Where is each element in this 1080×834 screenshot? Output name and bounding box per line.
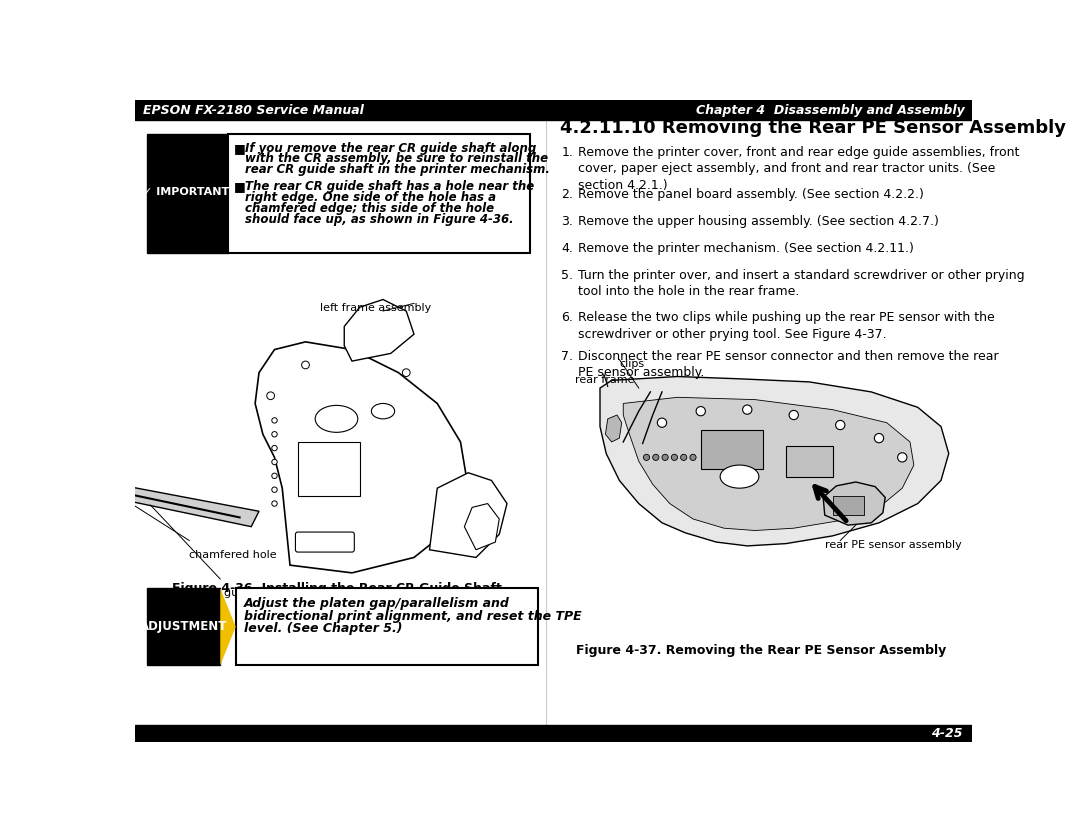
FancyBboxPatch shape: [296, 532, 354, 552]
Circle shape: [272, 473, 278, 479]
Polygon shape: [606, 415, 622, 442]
Text: 5.: 5.: [562, 269, 573, 282]
Text: 6.: 6.: [562, 311, 573, 324]
Text: Figure 4-37. Removing the Rear PE Sensor Assembly: Figure 4-37. Removing the Rear PE Sensor…: [576, 644, 946, 656]
Polygon shape: [96, 480, 259, 526]
Circle shape: [836, 420, 845, 430]
Text: 7.: 7.: [562, 349, 573, 363]
Text: rear frame: rear frame: [576, 375, 635, 385]
Text: CR guide shaft: CR guide shaft: [205, 588, 286, 598]
Bar: [298, 442, 360, 496]
Text: Release the two clips while pushing up the rear PE sensor with the
screwdriver o: Release the two clips while pushing up t…: [578, 311, 995, 340]
Polygon shape: [345, 299, 414, 361]
Text: 2.: 2.: [562, 188, 573, 201]
Bar: [135, 100, 972, 120]
Circle shape: [90, 485, 95, 489]
Polygon shape: [600, 376, 948, 546]
Text: Remove the printer cover, front and rear edge guide assemblies, front
cover, pap: Remove the printer cover, front and rear…: [578, 145, 1020, 192]
Bar: [833, 496, 864, 515]
Circle shape: [897, 453, 907, 462]
Text: with the CR assembly, be sure to reinstall the: with the CR assembly, be sure to reinsta…: [245, 153, 549, 165]
Polygon shape: [220, 588, 235, 666]
Text: Remove the panel board assembly. (See section 4.2.2.): Remove the panel board assembly. (See se…: [578, 188, 924, 201]
Circle shape: [79, 473, 106, 500]
Circle shape: [403, 369, 410, 376]
Text: rear CR guide shaft in the printer mechanism.: rear CR guide shaft in the printer mecha…: [245, 163, 550, 176]
Text: Chapter 4  Disassembly and Assembly: Chapter 4 Disassembly and Assembly: [696, 103, 964, 117]
Text: Disconnect the rear PE sensor connector and then remove the rear
PE sensor assem: Disconnect the rear PE sensor connector …: [578, 349, 999, 379]
Circle shape: [672, 455, 677, 460]
Circle shape: [272, 487, 278, 492]
Polygon shape: [464, 504, 499, 550]
Text: rear PE sensor assembly: rear PE sensor assembly: [825, 540, 961, 550]
Text: should face up, as shown in Figure 4-36.: should face up, as shown in Figure 4-36.: [245, 213, 514, 225]
Text: EPSON FX-2180 Service Manual: EPSON FX-2180 Service Manual: [143, 103, 364, 117]
Ellipse shape: [372, 404, 394, 419]
Text: 1.: 1.: [562, 145, 573, 158]
Bar: [701, 430, 762, 469]
Polygon shape: [623, 397, 914, 530]
Text: left frame assembly: left frame assembly: [320, 304, 431, 314]
Ellipse shape: [315, 405, 357, 432]
Bar: [135, 726, 972, 742]
Circle shape: [272, 501, 278, 506]
Circle shape: [690, 455, 697, 460]
Polygon shape: [430, 473, 507, 557]
Text: The rear CR guide shaft has a hole near the: The rear CR guide shaft has a hole near …: [245, 180, 535, 193]
Polygon shape: [823, 482, 886, 525]
Circle shape: [301, 361, 309, 369]
Circle shape: [644, 455, 649, 460]
Circle shape: [697, 406, 705, 416]
Text: ■: ■: [234, 180, 246, 193]
Bar: [228, 134, 530, 254]
Text: Turn the printer over, and insert a standard screwdriver or other prying
tool in: Turn the printer over, and insert a stan…: [578, 269, 1025, 299]
Text: 4.: 4.: [562, 242, 573, 254]
Text: Figure 4-36. Installing the Rear CR Guide Shaft: Figure 4-36. Installing the Rear CR Guid…: [172, 582, 501, 595]
Bar: [147, 588, 220, 666]
Circle shape: [652, 455, 659, 460]
Circle shape: [658, 418, 666, 427]
Circle shape: [272, 418, 278, 423]
Text: If you remove the rear CR guide shaft along: If you remove the rear CR guide shaft al…: [245, 142, 537, 154]
Text: Remove the printer mechanism. (See section 4.2.11.): Remove the printer mechanism. (See secti…: [578, 242, 914, 254]
Bar: [147, 134, 228, 254]
Text: 4-25: 4-25: [931, 727, 962, 741]
Text: ADJUSTMENT: ADJUSTMENT: [139, 620, 227, 633]
Text: ■: ■: [234, 142, 246, 154]
Text: chamfered edge; this side of the hole: chamfered edge; this side of the hole: [245, 202, 495, 214]
Circle shape: [662, 455, 669, 460]
Circle shape: [789, 410, 798, 420]
Text: ✓ IMPORTANT: ✓ IMPORTANT: [143, 187, 229, 197]
Ellipse shape: [720, 465, 759, 488]
Text: bidirectional print alignment, and reset the TPE: bidirectional print alignment, and reset…: [243, 610, 581, 623]
Circle shape: [680, 455, 687, 460]
Circle shape: [86, 480, 98, 493]
Bar: [235, 588, 538, 666]
Circle shape: [875, 434, 883, 443]
Text: 3.: 3.: [562, 215, 573, 228]
Text: right edge. One side of the hole has a: right edge. One side of the hole has a: [245, 191, 496, 204]
Bar: [786, 446, 833, 476]
Polygon shape: [255, 342, 469, 573]
Text: Adjust the platen gap/parallelism and: Adjust the platen gap/parallelism and: [243, 597, 510, 610]
Text: clips: clips: [619, 359, 645, 369]
Circle shape: [272, 431, 278, 437]
Text: 4.2.11.10 Removing the Rear PE Sensor Assembly: 4.2.11.10 Removing the Rear PE Sensor As…: [559, 118, 1066, 137]
Circle shape: [267, 392, 274, 399]
Text: Remove the upper housing assembly. (See section 4.2.7.): Remove the upper housing assembly. (See …: [578, 215, 940, 228]
Text: chamfered hole: chamfered hole: [189, 550, 276, 560]
Circle shape: [743, 405, 752, 414]
Circle shape: [272, 445, 278, 451]
Circle shape: [272, 460, 278, 465]
Text: level. (See Chapter 5.): level. (See Chapter 5.): [243, 622, 402, 636]
